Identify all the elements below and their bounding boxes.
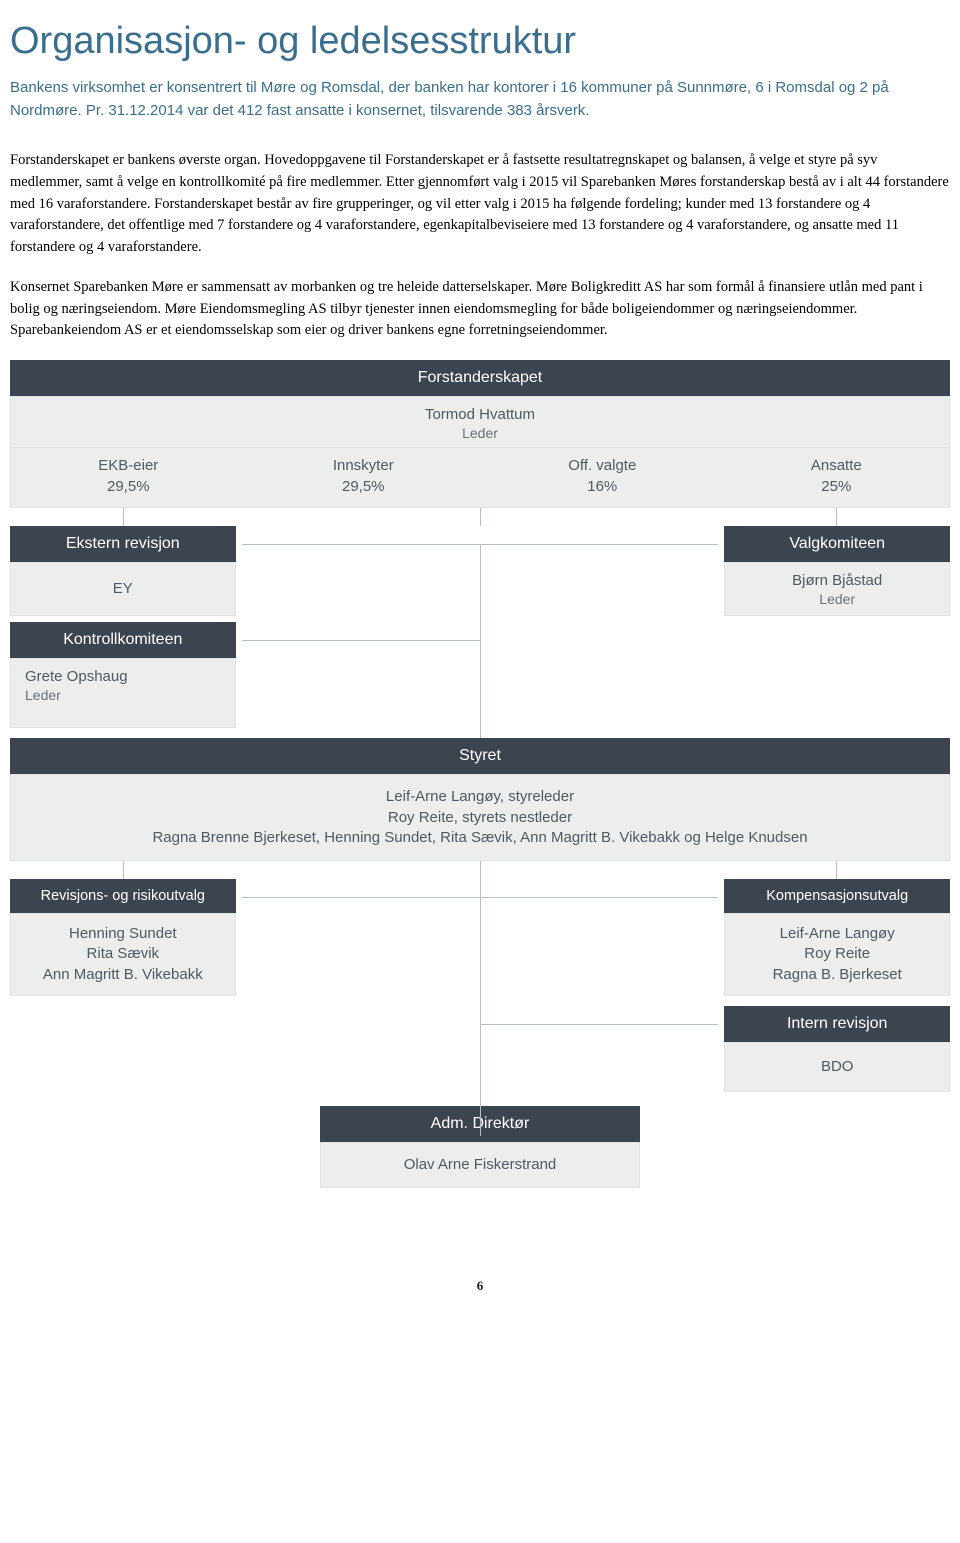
- kompensasjon-p1: Leif-Arne Langøy: [725, 924, 949, 944]
- bar-intern: Intern revisjon: [724, 1006, 950, 1042]
- bar-ekstern: Ekstern revisjon: [10, 526, 236, 562]
- row-ekstern-valg: Ekstern revisjon EY Valgkomiteen Bjørn B…: [10, 526, 950, 616]
- bar-kontroll: Kontrollkomiteen: [10, 622, 236, 658]
- share-1-label: Innskyter: [333, 456, 394, 476]
- row-kontroll: Kontrollkomiteen Grete Opshaug Leder: [10, 622, 950, 728]
- kontroll-name: Grete Opshaug: [25, 667, 221, 687]
- block-valgkomite: Bjørn Bjåstad Leder: [724, 562, 950, 616]
- share-3-label: Ansatte: [811, 456, 862, 476]
- valgkomite-role: Leder: [725, 591, 949, 607]
- share-1-pct: 29,5%: [333, 477, 394, 497]
- share-2-label: Off. valgte: [568, 456, 636, 476]
- row-rev-komp: Revisjons- og risikoutvalg Henning Sunde…: [10, 879, 950, 996]
- revisjon-p3: Ann Magritt B. Vikebakk: [11, 965, 235, 985]
- share-0: EKB-eier 29,5%: [98, 456, 158, 497]
- revisjon-p1: Henning Sundet: [11, 924, 235, 944]
- ekstern-name: EY: [11, 579, 235, 599]
- block-intern: BDO: [724, 1042, 950, 1092]
- forstanderskapet-name: Tormod Hvattum: [11, 405, 949, 425]
- share-0-label: EKB-eier: [98, 456, 158, 476]
- bar-forstanderskapet: Forstanderskapet: [10, 360, 950, 396]
- styret-line1: Leif-Arne Langøy, styreleder: [19, 787, 941, 807]
- share-2: Off. valgte 16%: [568, 456, 636, 497]
- org-chart: Forstanderskapet Tormod Hvattum Leder EK…: [10, 360, 950, 1238]
- intern-name: BDO: [725, 1057, 949, 1077]
- bar-valgkomite: Valgkomiteen: [724, 526, 950, 562]
- block-revisjon: Henning Sundet Rita Sævik Ann Magritt B.…: [10, 913, 236, 996]
- kontroll-role: Leder: [25, 687, 221, 703]
- page-title: Organisasjon- og ledelsesstruktur: [10, 20, 950, 63]
- share-0-pct: 29,5%: [98, 477, 158, 497]
- adm-name: Olav Arne Fiskerstrand: [321, 1155, 639, 1175]
- share-1: Innskyter 29,5%: [333, 456, 394, 497]
- row-intern: Intern revisjon BDO: [10, 1006, 950, 1092]
- paragraph-1: Forstanderskapet er bankens øverste orga…: [10, 150, 950, 259]
- share-3-pct: 25%: [811, 477, 862, 497]
- kompensasjon-p2: Roy Reite: [725, 944, 949, 964]
- valgkomite-name: Bjørn Bjåstad: [725, 571, 949, 591]
- block-kompensasjon: Leif-Arne Langøy Roy Reite Ragna B. Bjer…: [724, 913, 950, 996]
- revisjon-p2: Rita Sævik: [11, 944, 235, 964]
- paragraph-2: Konsernet Sparebanken Møre er sammensatt…: [10, 277, 950, 342]
- page-number: 6: [10, 1278, 950, 1294]
- kompensasjon-p3: Ragna B. Bjerkeset: [725, 965, 949, 985]
- block-styret: Leif-Arne Langøy, styreleder Roy Reite, …: [10, 774, 950, 861]
- styret-line3: Ragna Brenne Bjerkeset, Henning Sundet, …: [19, 828, 941, 848]
- block-kontroll: Grete Opshaug Leder: [10, 658, 236, 728]
- bar-styret: Styret: [10, 738, 950, 774]
- block-ekstern: EY: [10, 562, 236, 616]
- share-2-pct: 16%: [568, 477, 636, 497]
- page-subtitle: Bankens virksomhet er konsentrert til Mø…: [10, 77, 950, 122]
- block-shares: EKB-eier 29,5% Innskyter 29,5% Off. valg…: [10, 448, 950, 508]
- block-forstanderskapet: Tormod Hvattum Leder: [10, 396, 950, 448]
- block-adm: Olav Arne Fiskerstrand: [320, 1142, 640, 1188]
- forstanderskapet-role: Leder: [11, 425, 949, 441]
- bar-kompensasjon: Kompensasjonsutvalg: [724, 879, 950, 913]
- bar-revisjon: Revisjons- og risikoutvalg: [10, 879, 236, 913]
- styret-line2: Roy Reite, styrets nestleder: [19, 808, 941, 828]
- share-3: Ansatte 25%: [811, 456, 862, 497]
